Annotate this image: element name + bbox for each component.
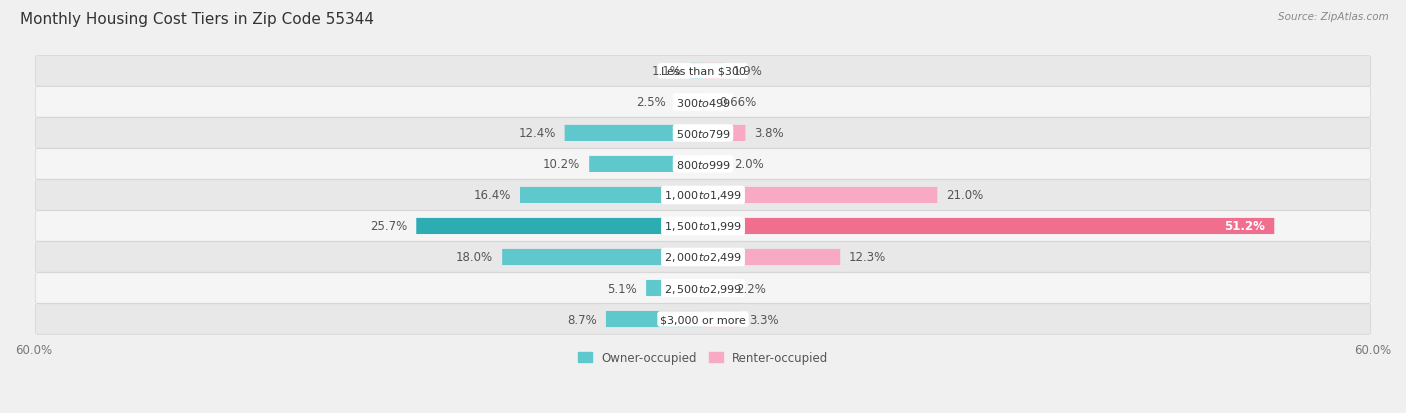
FancyBboxPatch shape xyxy=(502,249,703,266)
FancyBboxPatch shape xyxy=(35,180,1371,211)
FancyBboxPatch shape xyxy=(35,57,1371,87)
FancyBboxPatch shape xyxy=(35,88,1371,118)
Text: 2.0%: 2.0% xyxy=(734,158,763,171)
FancyBboxPatch shape xyxy=(703,157,725,173)
FancyBboxPatch shape xyxy=(520,188,703,204)
Text: $800 to $999: $800 to $999 xyxy=(675,159,731,171)
FancyBboxPatch shape xyxy=(589,157,703,173)
Text: 3.8%: 3.8% xyxy=(755,127,785,140)
Text: Monthly Housing Cost Tiers in Zip Code 55344: Monthly Housing Cost Tiers in Zip Code 5… xyxy=(20,12,374,27)
FancyBboxPatch shape xyxy=(35,150,1371,180)
FancyBboxPatch shape xyxy=(416,218,703,235)
Text: 1.9%: 1.9% xyxy=(733,65,763,78)
FancyBboxPatch shape xyxy=(703,188,938,204)
Text: 10.2%: 10.2% xyxy=(543,158,581,171)
Text: $2,500 to $2,999: $2,500 to $2,999 xyxy=(664,282,742,295)
Text: 25.7%: 25.7% xyxy=(370,220,408,233)
Text: 2.2%: 2.2% xyxy=(737,282,766,295)
FancyBboxPatch shape xyxy=(703,126,745,142)
Text: 16.4%: 16.4% xyxy=(474,189,512,202)
FancyBboxPatch shape xyxy=(35,304,1371,335)
FancyBboxPatch shape xyxy=(703,95,710,111)
Text: $300 to $499: $300 to $499 xyxy=(675,97,731,109)
Text: $500 to $799: $500 to $799 xyxy=(675,128,731,140)
FancyBboxPatch shape xyxy=(35,273,1371,304)
Text: 21.0%: 21.0% xyxy=(946,189,983,202)
Text: 51.2%: 51.2% xyxy=(1225,220,1265,233)
FancyBboxPatch shape xyxy=(675,95,703,111)
Text: 18.0%: 18.0% xyxy=(456,251,494,264)
Text: 8.7%: 8.7% xyxy=(567,313,598,326)
Text: 2.5%: 2.5% xyxy=(637,96,666,109)
Text: $2,000 to $2,499: $2,000 to $2,499 xyxy=(664,251,742,264)
Text: Less than $300: Less than $300 xyxy=(661,67,745,77)
Text: 12.3%: 12.3% xyxy=(849,251,886,264)
Text: 0.66%: 0.66% xyxy=(720,96,756,109)
FancyBboxPatch shape xyxy=(703,218,1274,235)
FancyBboxPatch shape xyxy=(703,280,727,297)
FancyBboxPatch shape xyxy=(35,211,1371,242)
Text: Source: ZipAtlas.com: Source: ZipAtlas.com xyxy=(1278,12,1389,22)
FancyBboxPatch shape xyxy=(703,311,740,327)
FancyBboxPatch shape xyxy=(35,242,1371,273)
Text: 5.1%: 5.1% xyxy=(607,282,637,295)
Text: 3.3%: 3.3% xyxy=(749,313,779,326)
FancyBboxPatch shape xyxy=(35,119,1371,149)
Text: $1,500 to $1,999: $1,500 to $1,999 xyxy=(664,220,742,233)
FancyBboxPatch shape xyxy=(565,126,703,142)
FancyBboxPatch shape xyxy=(690,64,703,80)
Text: $1,000 to $1,499: $1,000 to $1,499 xyxy=(664,189,742,202)
Text: 1.1%: 1.1% xyxy=(652,65,682,78)
FancyBboxPatch shape xyxy=(703,249,841,266)
Legend: Owner-occupied, Renter-occupied: Owner-occupied, Renter-occupied xyxy=(572,346,834,368)
FancyBboxPatch shape xyxy=(703,64,724,80)
FancyBboxPatch shape xyxy=(647,280,703,297)
Text: $3,000 or more: $3,000 or more xyxy=(661,314,745,324)
FancyBboxPatch shape xyxy=(606,311,703,327)
Text: 12.4%: 12.4% xyxy=(519,127,555,140)
